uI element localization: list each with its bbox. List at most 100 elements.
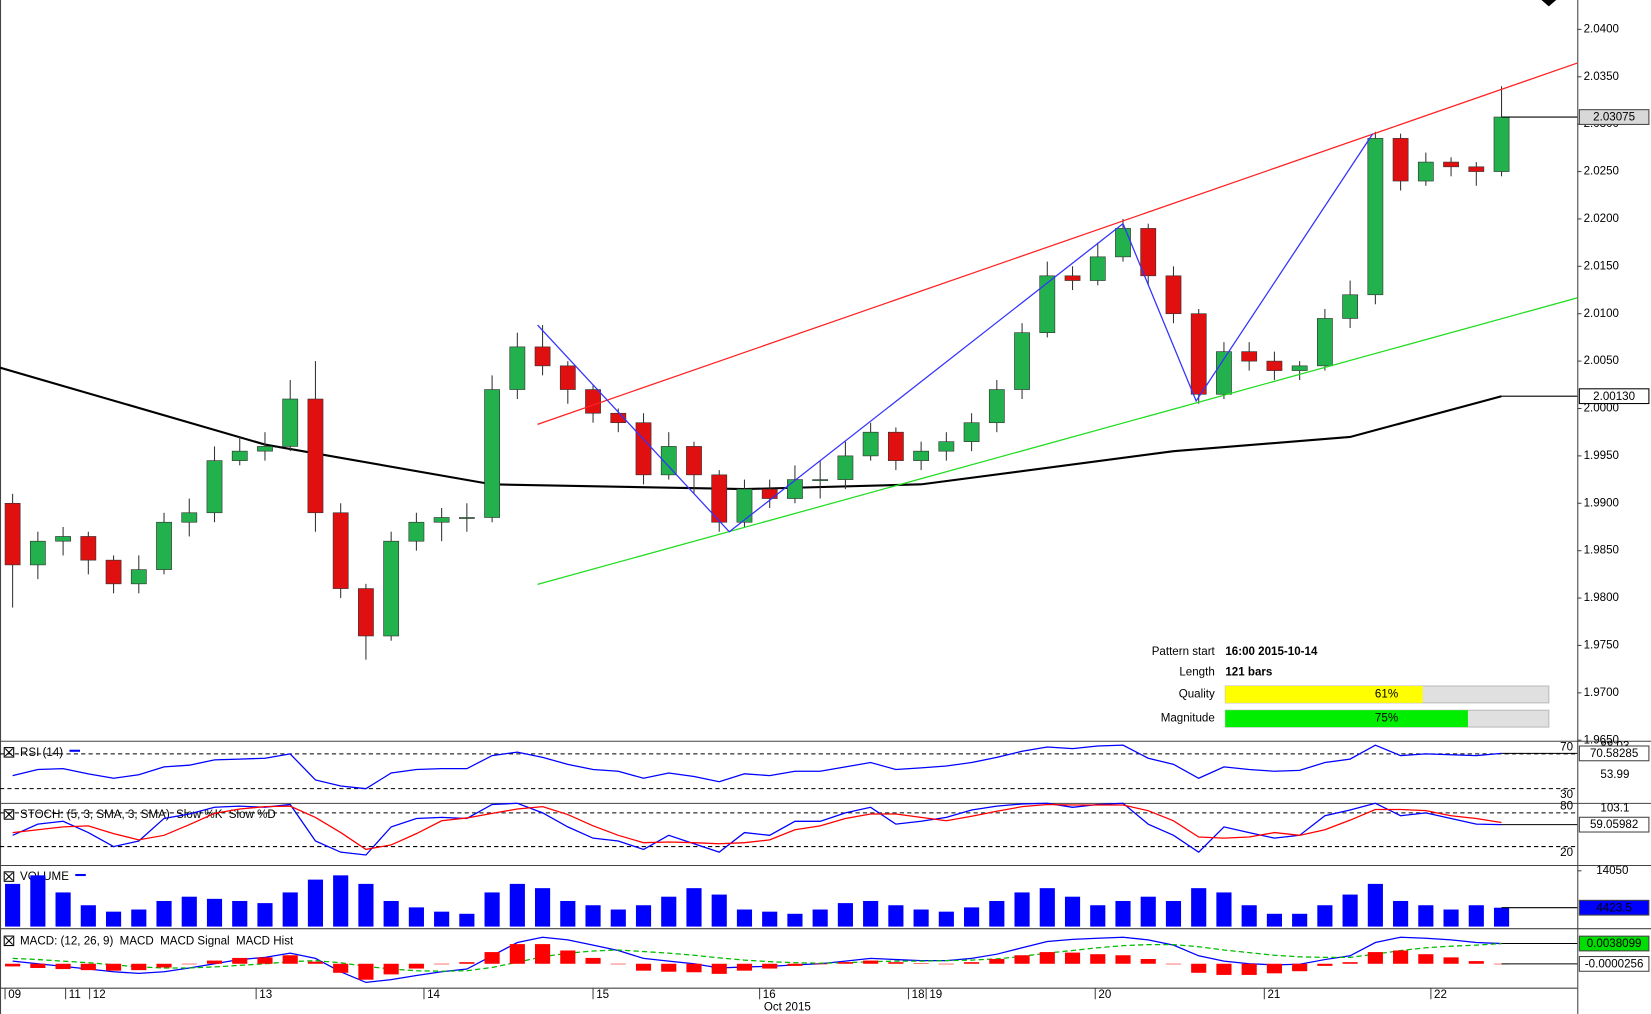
bar — [1418, 905, 1434, 927]
bar — [131, 909, 147, 927]
bar — [560, 950, 576, 964]
y-tick-label: 2.0000 — [1584, 403, 1619, 415]
price-tag — [1578, 109, 1650, 125]
price-tag-label: 4423.5 — [1596, 902, 1631, 914]
candle-body — [887, 431, 904, 461]
bar — [307, 879, 324, 927]
bar — [1443, 909, 1459, 927]
x-tick-label: 14 — [427, 989, 440, 1001]
candle-body — [1443, 161, 1459, 168]
panel-title: STOCH: (5, 3, SMA, 3, SMA) — [20, 809, 170, 821]
candle-body — [80, 536, 97, 561]
bar — [610, 963, 626, 965]
panel-close-x — [4, 748, 14, 757]
candle-body — [130, 569, 147, 585]
bar — [459, 962, 475, 964]
candle-body — [1190, 313, 1207, 395]
candle-body — [761, 488, 778, 499]
y-tick-label: 1.9800 — [1584, 592, 1619, 604]
bar — [964, 907, 980, 927]
legend-label: Slow %K — [176, 809, 223, 821]
bar — [863, 900, 879, 927]
bar — [635, 963, 652, 971]
candle-body — [711, 474, 728, 523]
candle-body — [1089, 256, 1106, 281]
bar — [1241, 905, 1257, 927]
trend-line — [537, 297, 1578, 586]
bar — [1468, 905, 1484, 927]
y-tick-label: 2.0150 — [1584, 260, 1619, 272]
panel-close-x — [4, 936, 14, 945]
bar — [1393, 900, 1409, 927]
bar — [333, 963, 349, 973]
bar — [1039, 888, 1055, 927]
bar — [206, 960, 223, 964]
bar — [1317, 963, 1333, 966]
bar — [787, 963, 803, 966]
bar — [837, 962, 853, 964]
candle-body — [534, 346, 551, 367]
bar — [105, 911, 122, 927]
panel-title: MACD: (12, 26, 9) — [20, 935, 113, 947]
bar — [1468, 961, 1484, 964]
bar — [232, 900, 248, 927]
bar — [1493, 907, 1510, 927]
bar — [938, 963, 954, 965]
candle-body — [509, 346, 526, 390]
bar — [1367, 883, 1383, 927]
bar — [181, 896, 197, 927]
meter-fill — [1225, 710, 1468, 728]
candle-body — [585, 389, 601, 414]
bar — [1064, 896, 1081, 927]
bar — [55, 963, 71, 970]
candle-body — [1266, 360, 1283, 371]
bar — [686, 963, 702, 973]
y-tick-label: 1.9750 — [1584, 640, 1619, 652]
candle-body — [1216, 351, 1232, 395]
candle-body — [559, 365, 576, 390]
x-tick-label: 11 — [69, 989, 81, 1001]
price-tag-label: 2.03075 — [1593, 112, 1635, 124]
price-tag — [1578, 745, 1650, 762]
bar — [585, 957, 601, 964]
info-label: Pattern start — [1152, 646, 1216, 658]
candle-body — [1291, 365, 1308, 371]
trend-line — [537, 62, 1578, 425]
panel-close-x — [4, 872, 14, 881]
bar — [837, 903, 853, 927]
indicator-line — [12, 942, 1502, 972]
candle-body — [1014, 332, 1030, 390]
bar — [509, 944, 525, 964]
bar — [1090, 954, 1106, 964]
candle-body — [1367, 138, 1384, 296]
level-label: 80 — [1560, 801, 1573, 813]
bar — [964, 962, 980, 964]
bar — [913, 909, 929, 927]
bar — [535, 888, 551, 927]
candle-body — [358, 588, 374, 637]
bar — [560, 900, 576, 927]
candle-body — [383, 540, 400, 637]
x-tick-label: 18 — [912, 989, 925, 1001]
candle-body — [181, 512, 198, 523]
price-tag-label: 59.05982 — [1590, 819, 1638, 831]
menu-arrow[interactable] — [1541, 0, 1557, 7]
bar — [812, 963, 828, 965]
candle-body — [938, 441, 955, 452]
bar — [484, 952, 500, 964]
bar — [1090, 905, 1106, 927]
candle-body — [1241, 351, 1258, 362]
bar — [1014, 892, 1030, 927]
bar — [307, 961, 324, 964]
bar — [686, 888, 702, 927]
bar — [938, 911, 954, 927]
panel-close-x — [4, 810, 14, 819]
price-tag — [1578, 388, 1650, 405]
bar — [1191, 888, 1207, 927]
bar — [1115, 900, 1131, 927]
candle-body — [105, 559, 122, 585]
bar — [484, 892, 500, 927]
price-tag — [1578, 816, 1650, 833]
y-tick-label: 14050 — [1596, 865, 1628, 877]
